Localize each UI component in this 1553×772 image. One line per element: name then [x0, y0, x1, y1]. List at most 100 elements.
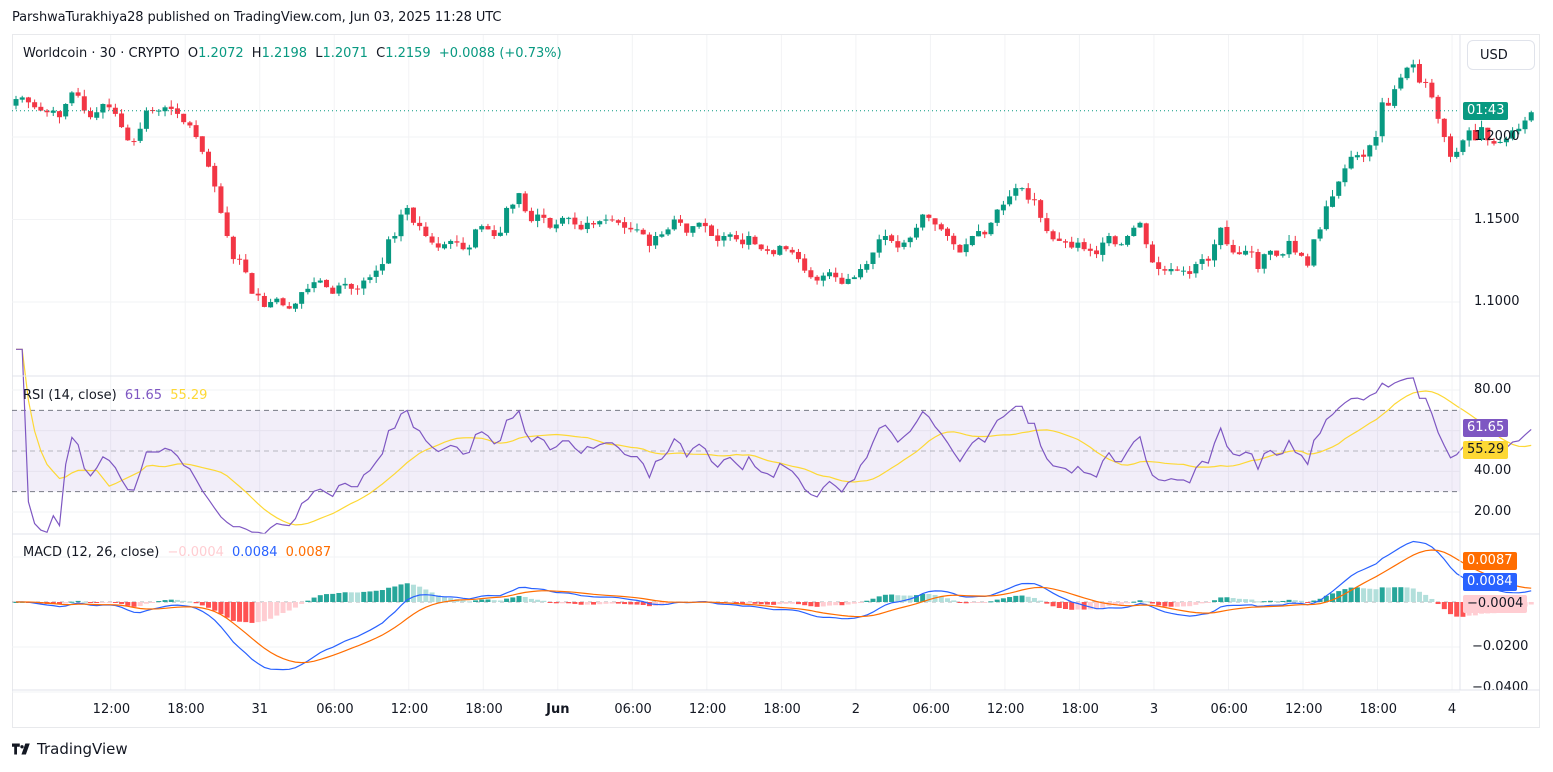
candle-down	[1491, 141, 1497, 144]
candle-down	[410, 207, 416, 223]
candle-up	[1007, 196, 1013, 205]
candle-up	[901, 242, 907, 247]
candle-up	[851, 277, 857, 280]
candle-up	[963, 244, 969, 253]
macd-histogram-bar	[261, 602, 267, 622]
macd-histogram-bar	[1230, 598, 1236, 602]
macd-histogram-bar	[938, 596, 944, 602]
time-tick: 06:00	[316, 702, 354, 717]
candle-down	[355, 288, 361, 290]
macd-tick: −0.0400	[1472, 680, 1529, 690]
candle-down	[125, 127, 131, 141]
macd-histogram-bar	[94, 602, 100, 604]
macd-histogram-bar	[603, 602, 609, 604]
candle-down	[218, 186, 224, 213]
macd-histogram-bar	[1292, 600, 1298, 602]
candle-down	[1472, 130, 1478, 141]
macd-histogram-bar	[1361, 588, 1367, 602]
candle-up	[1261, 254, 1267, 269]
candle-down	[206, 151, 212, 167]
macd-histogram-bar	[808, 602, 814, 607]
rsi-legend: RSI (14, close) 61.65 55.29	[23, 388, 211, 403]
rsi-title[interactable]: RSI (14, close)	[23, 388, 117, 403]
macd-histogram-bar	[1038, 600, 1044, 602]
macd-histogram-bar	[1168, 602, 1174, 607]
candle-up	[1137, 222, 1143, 228]
candle-down	[1050, 231, 1056, 240]
time-tick: 3	[1149, 702, 1159, 717]
candle-down	[423, 226, 429, 236]
macd-histogram-bar	[845, 602, 851, 605]
macd-histogram-bar	[361, 591, 367, 602]
macd-histogram-bar	[137, 602, 143, 607]
candle-up	[1466, 130, 1472, 141]
candle-up	[653, 236, 659, 246]
macd-histogram-bar	[1212, 600, 1218, 602]
macd-histogram-bar	[299, 602, 305, 604]
candle-down	[88, 111, 94, 118]
macd-histogram-bar	[882, 594, 888, 602]
candle-up	[1212, 244, 1218, 261]
rsi-ma-value: 55.29	[170, 388, 208, 403]
candle-down	[131, 141, 137, 143]
macd-histogram-bar	[1062, 602, 1068, 610]
macd-histogram-bar	[522, 597, 528, 602]
candle-up	[584, 222, 590, 230]
macd-histogram-bar	[764, 602, 770, 605]
candle-down	[615, 220, 621, 223]
currency-button[interactable]: USD	[1467, 40, 1535, 70]
candle-down	[75, 92, 81, 96]
macd-histogram-bar	[199, 602, 205, 606]
time-tick: 31	[251, 702, 268, 717]
macd-histogram-bar	[1311, 600, 1317, 602]
macd-histogram-bar	[733, 602, 739, 604]
candle-up	[659, 234, 665, 237]
rsi-line	[16, 348, 1532, 535]
candle-down	[758, 244, 764, 250]
candle-up	[404, 207, 410, 215]
candle-down	[982, 231, 988, 235]
macd-histogram-bar	[373, 590, 379, 602]
candle-down	[1485, 127, 1491, 141]
macd-histogram-bar	[249, 602, 255, 623]
candle-down	[1255, 252, 1261, 269]
candle-down	[44, 110, 50, 113]
macd-histogram-bar	[1193, 602, 1199, 605]
candle-down	[932, 218, 938, 225]
candle-up	[100, 104, 106, 113]
candle-down	[895, 241, 901, 248]
macd-hist-value: −0.0004	[167, 545, 224, 560]
candle-down	[348, 283, 354, 289]
candles-layer	[12, 59, 1534, 312]
tradingview-logo: TradingView	[12, 740, 128, 758]
macd-histogram-bar	[833, 602, 839, 606]
symbol-title[interactable]: Worldcoin · 30 · CRYPTO	[23, 46, 180, 61]
candle-down	[1230, 244, 1236, 253]
macd-histogram-bar	[584, 602, 590, 605]
candle-down	[168, 106, 174, 109]
macd-histogram-bar	[597, 602, 603, 605]
candle-down	[212, 165, 218, 187]
candle-up	[1336, 181, 1342, 196]
macd-histogram-bar	[839, 602, 845, 606]
candle-down	[435, 243, 441, 248]
macd-histogram-bar	[1323, 595, 1329, 602]
time-tick: 18:00	[1359, 702, 1397, 717]
macd-histogram-bar	[63, 602, 69, 604]
macd-histogram-bar	[1342, 589, 1348, 602]
candle-up	[516, 193, 522, 205]
macd-histogram-bar	[957, 602, 963, 603]
macd-histogram-bar	[174, 599, 180, 602]
macd-histogram-bar	[268, 602, 274, 619]
candle-up	[311, 282, 317, 289]
macd-histogram-bar	[504, 598, 510, 602]
macd-title[interactable]: MACD (12, 26, close)	[23, 545, 160, 560]
candle-down	[485, 226, 491, 230]
candle-up	[1013, 188, 1019, 196]
macd-histogram-bar	[559, 602, 565, 604]
candle-down	[702, 222, 708, 227]
candle-down	[417, 222, 423, 227]
candle-up	[156, 110, 162, 112]
macd-histogram-bar	[659, 602, 665, 606]
